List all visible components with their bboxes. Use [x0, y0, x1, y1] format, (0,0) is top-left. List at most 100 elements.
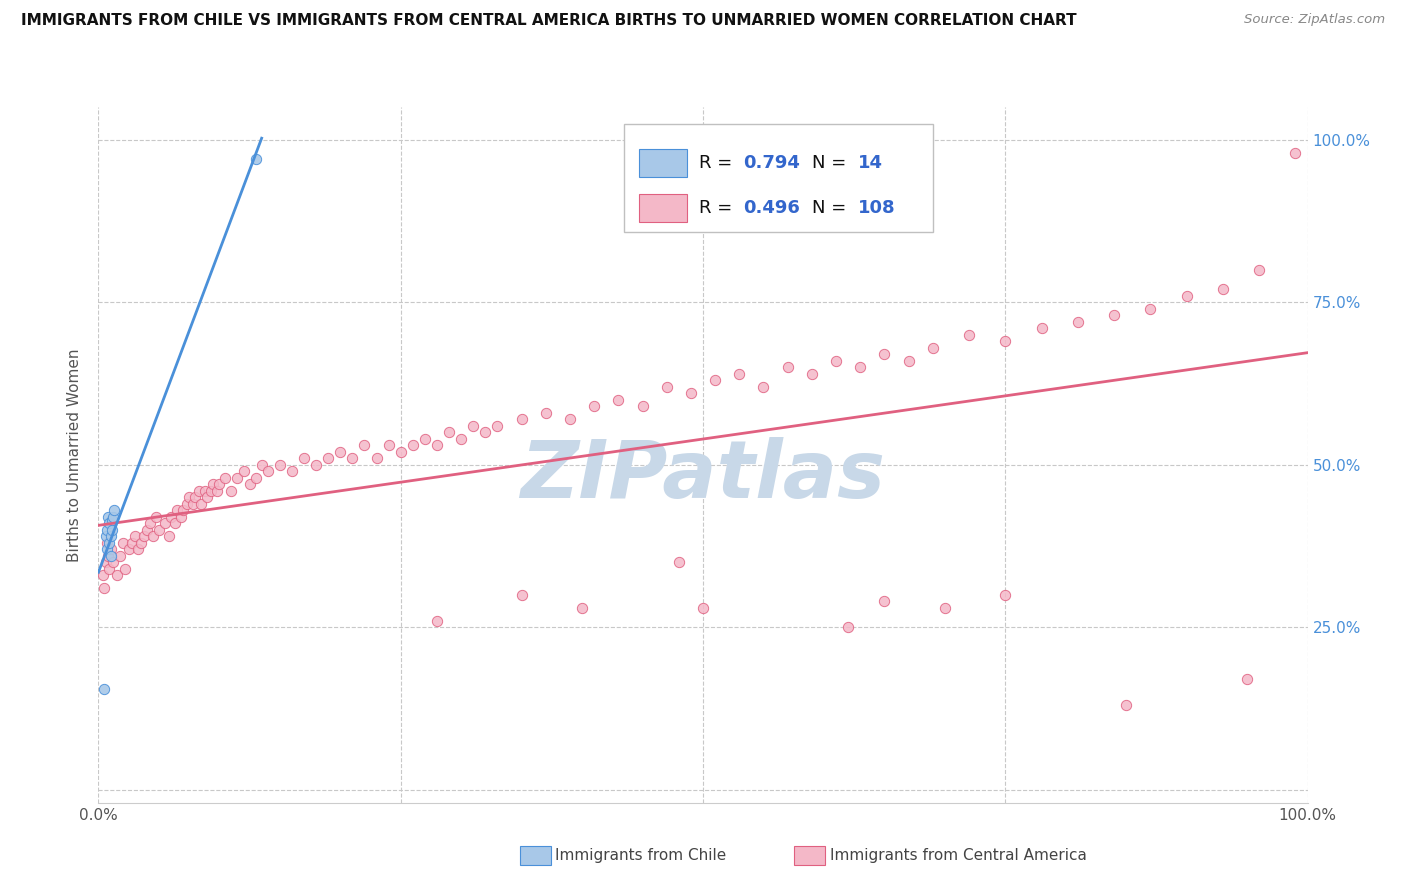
Point [558, 412, 581, 426]
Point [179, 490, 201, 504]
Point [1236, 672, 1258, 686]
Point [205, 483, 228, 498]
Point [129, 535, 152, 549]
Point [486, 418, 509, 433]
Text: R =: R = [699, 199, 738, 217]
Point [377, 438, 399, 452]
Point [100, 529, 122, 543]
Text: IMMIGRANTS FROM CHILE VS IMMIGRANTS FROM CENTRAL AMERICA BIRTHS TO UNMARRIED WOM: IMMIGRANTS FROM CHILE VS IMMIGRANTS FROM… [21, 13, 1077, 29]
Point [226, 471, 249, 485]
Point [1284, 145, 1306, 160]
Point [145, 509, 167, 524]
Point [728, 367, 751, 381]
Point [93, 681, 115, 696]
Point [94, 529, 117, 543]
Point [160, 509, 183, 524]
Point [994, 334, 1017, 348]
Point [1031, 321, 1053, 335]
Point [534, 406, 557, 420]
Point [269, 458, 291, 472]
Point [118, 542, 141, 557]
Point [825, 353, 848, 368]
Point [316, 451, 339, 466]
Point [849, 360, 872, 375]
Point [176, 497, 198, 511]
Point [921, 341, 943, 355]
Point [305, 458, 328, 472]
Point [679, 386, 702, 401]
Point [114, 562, 136, 576]
Point [93, 581, 115, 595]
Point [800, 367, 823, 381]
Text: 14: 14 [858, 153, 883, 171]
Point [1067, 315, 1090, 329]
Text: R =: R = [699, 153, 738, 171]
Point [292, 451, 315, 466]
Point [426, 438, 449, 452]
Point [127, 542, 149, 557]
Point [232, 464, 254, 478]
Point [108, 549, 131, 563]
Point [100, 542, 122, 557]
Point [100, 549, 122, 563]
Point [655, 379, 678, 393]
Point [184, 490, 207, 504]
Point [96, 523, 118, 537]
Point [413, 432, 436, 446]
Point [668, 555, 690, 569]
Text: Immigrants from Chile: Immigrants from Chile [555, 848, 727, 863]
Point [837, 620, 859, 634]
Text: N =: N = [811, 199, 852, 217]
Point [692, 600, 714, 615]
Point [195, 490, 218, 504]
Text: Immigrants from Central America: Immigrants from Central America [830, 848, 1087, 863]
Point [463, 418, 485, 433]
Point [97, 549, 120, 563]
Point [245, 471, 267, 485]
Point [256, 464, 278, 478]
Point [1175, 288, 1198, 302]
Point [172, 503, 194, 517]
Point [166, 503, 188, 517]
Point [389, 444, 412, 458]
Point [776, 360, 799, 375]
Y-axis label: Births to Unmarried Women: Births to Unmarried Women [67, 348, 83, 562]
Point [752, 379, 775, 393]
Point [934, 600, 956, 615]
Point [353, 438, 375, 452]
Point [190, 497, 212, 511]
Point [202, 477, 225, 491]
Point [450, 432, 472, 446]
Point [148, 523, 170, 537]
Point [200, 483, 222, 498]
Point [181, 497, 204, 511]
Point [134, 529, 156, 543]
Point [153, 516, 176, 531]
Point [897, 353, 920, 368]
Point [250, 458, 273, 472]
Point [100, 513, 122, 527]
Point [426, 614, 449, 628]
Point [214, 471, 236, 485]
Point [1139, 301, 1161, 316]
Point [1115, 698, 1137, 713]
Point [366, 451, 388, 466]
Point [97, 509, 120, 524]
Bar [638, 194, 688, 222]
Point [98, 516, 121, 531]
Bar [638, 149, 688, 177]
Point [91, 568, 114, 582]
Point [208, 477, 231, 491]
Point [94, 555, 117, 569]
Point [239, 477, 262, 491]
Point [1212, 282, 1234, 296]
Point [157, 529, 180, 543]
Point [437, 425, 460, 439]
Point [96, 535, 118, 549]
Point [1249, 262, 1271, 277]
Point [957, 327, 980, 342]
Text: 0.496: 0.496 [742, 199, 800, 217]
Point [329, 444, 352, 458]
Point [281, 464, 304, 478]
Point [103, 503, 125, 517]
